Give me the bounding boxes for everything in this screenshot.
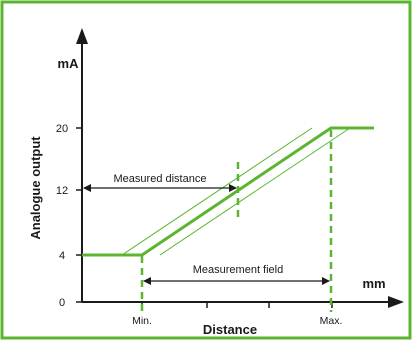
y-tick-label-4: 4: [59, 250, 65, 262]
y-axis-arrowhead: [76, 28, 88, 44]
min-marker-label: Min.: [132, 315, 152, 327]
max-marker-label: Max.: [320, 315, 343, 327]
x-axis-arrowhead: [388, 296, 404, 308]
measured-distance-label: Measured distance: [114, 173, 207, 185]
y-tick-label-12: 12: [56, 185, 68, 197]
y-tick-marks: [76, 127, 82, 303]
y-axis-title: Analogue output: [28, 136, 43, 240]
x-unit-label: mm: [362, 276, 385, 291]
tolerance-line-upper: [121, 127, 313, 256]
y-unit-label: mA: [58, 56, 80, 71]
y-tick-label-20: 20: [56, 123, 68, 135]
tolerance-line-lower: [159, 127, 351, 256]
x-axis-title: Distance: [203, 322, 257, 337]
measurement-field-label: Measurement field: [193, 264, 284, 276]
y-tick-label-0: 0: [59, 297, 65, 309]
